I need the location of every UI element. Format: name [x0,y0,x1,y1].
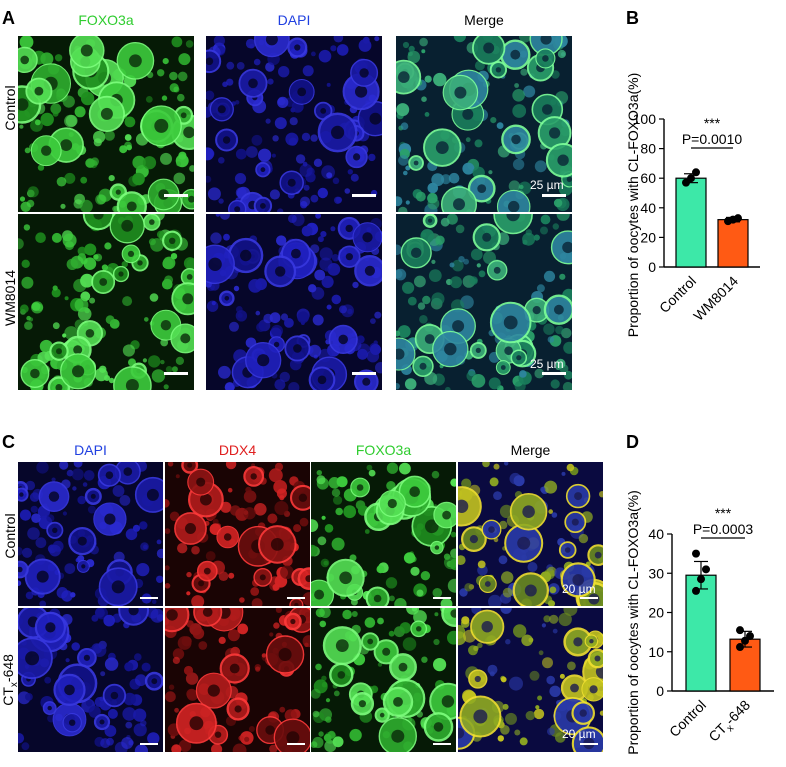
col-header-a-merge: Merge [464,12,504,28]
micrograph-a-dapi-control [206,36,382,212]
scale-label-a-control: 25 µm [530,178,564,192]
y-tick-label: 80 [640,141,656,157]
micrograph-a-merge-control [396,36,572,212]
significance-stars: *** [715,505,732,521]
scale-label-a-wm8014: 25 µm [530,357,564,371]
bar [729,638,761,692]
col-header-c-merge: Merge [510,442,551,458]
y-tick-label: 20 [648,605,664,621]
bar-chart-b: Proportion of oocytes with CL-FOXO3a(%) 0… [586,20,784,370]
panel-letter-d: D [626,432,639,452]
y-tick-label: 0 [648,259,656,275]
panel-letter-c: C [2,432,15,452]
y-axis-label: Proportion of oocytes with CL-FOXO3a(%) [625,490,641,755]
data-point [692,168,700,177]
scale-label-c-control: 20 µm [562,582,596,596]
scale-bar [352,372,376,375]
y-tick-label: 10 [648,644,664,660]
bar-chart-b-svg: Proportion of oocytes with CL-FOXO3a(%) 0… [625,73,760,338]
p-value-label: P=0.0003 [693,521,754,537]
y-axis-label: Proportion of oocytes with CL-FOXO3a(%) [625,73,641,338]
scale-bar [580,597,598,599]
data-point [741,636,749,645]
bar-chart-d: Proportion of oocytes with CL-FOXO3a(%) 0… [586,446,784,762]
micrograph-c-dapi-control [18,462,163,606]
scale-bar [140,597,158,599]
micrograph-c-merge-ctx648 [458,608,603,752]
micrograph-c-ddx4-control [165,462,310,606]
scale-bar [287,597,305,599]
scale-bar [164,372,188,375]
y-tick-label: 30 [648,565,664,581]
x-tick-label: CTx-648 [705,697,756,748]
scale-bar [580,743,598,745]
micrograph-a-merge-wm8014 [396,214,572,390]
row-label-a-wm8014: WM8014 [2,269,18,327]
panel-letter-a: A [2,8,15,28]
micrograph-c-ddx4-ctx648 [165,608,310,752]
scale-bar [542,194,566,197]
col-header-c-foxo3a: FOXO3a [355,442,412,458]
col-header-c-ddx4: DDX4 [218,442,257,458]
data-point [702,565,710,574]
scale-bar [433,597,451,599]
data-point [736,643,744,652]
bar [685,574,717,692]
data-point [687,174,695,183]
bar-chart-d-svg: Proportion of oocytes with CL-FOXO3a(%) 0… [625,490,774,755]
col-header-a-foxo3a: FOXO3a [78,12,134,28]
y-tick-label: 40 [640,200,656,216]
micrograph-c-merge-control [458,462,603,606]
y-tick-label: 100 [633,111,657,127]
scale-bar [433,743,451,745]
scale-bar [542,372,566,375]
data-point [736,626,744,635]
panel-letter-b: B [626,8,639,28]
y-tick-label: 40 [648,526,664,542]
p-value-label: P=0.0010 [682,131,743,147]
data-point [692,549,700,558]
data-point [746,632,754,641]
scale-label-c-ctx648: 20 µm [562,727,596,741]
col-header-c-dapi: DAPI [74,442,107,458]
row-label-c-ctx648: CTx-648 [0,654,20,706]
bar [675,177,707,268]
micrograph-c-foxo3a-ctx648 [311,608,456,752]
x-tick-label: WM8014 [690,273,741,324]
y-tick-label: 60 [640,170,656,186]
micrograph-a-foxo3a-control [18,36,194,212]
micrograph-a-dapi-wm8014 [206,214,382,390]
data-point [692,586,700,595]
y-tick-label: 0 [656,683,664,699]
data-point [734,214,742,223]
bar [717,219,749,268]
micrograph-c-foxo3a-control [311,462,456,606]
scale-bar [287,743,305,745]
col-header-a-dapi: DAPI [277,12,311,28]
x-tick-label: Control [666,697,709,740]
row-label-a-control: Control [2,85,18,131]
significance-stars: *** [704,115,721,131]
scale-bar [140,743,158,745]
row-label-c-control: Control [2,513,18,559]
micrograph-c-dapi-ctx648 [18,608,163,752]
y-tick-label: 20 [640,229,656,245]
scale-bar [352,194,376,197]
scale-bar [164,194,188,197]
micrograph-a-foxo3a-wm8014 [18,214,194,390]
data-point [697,575,705,584]
